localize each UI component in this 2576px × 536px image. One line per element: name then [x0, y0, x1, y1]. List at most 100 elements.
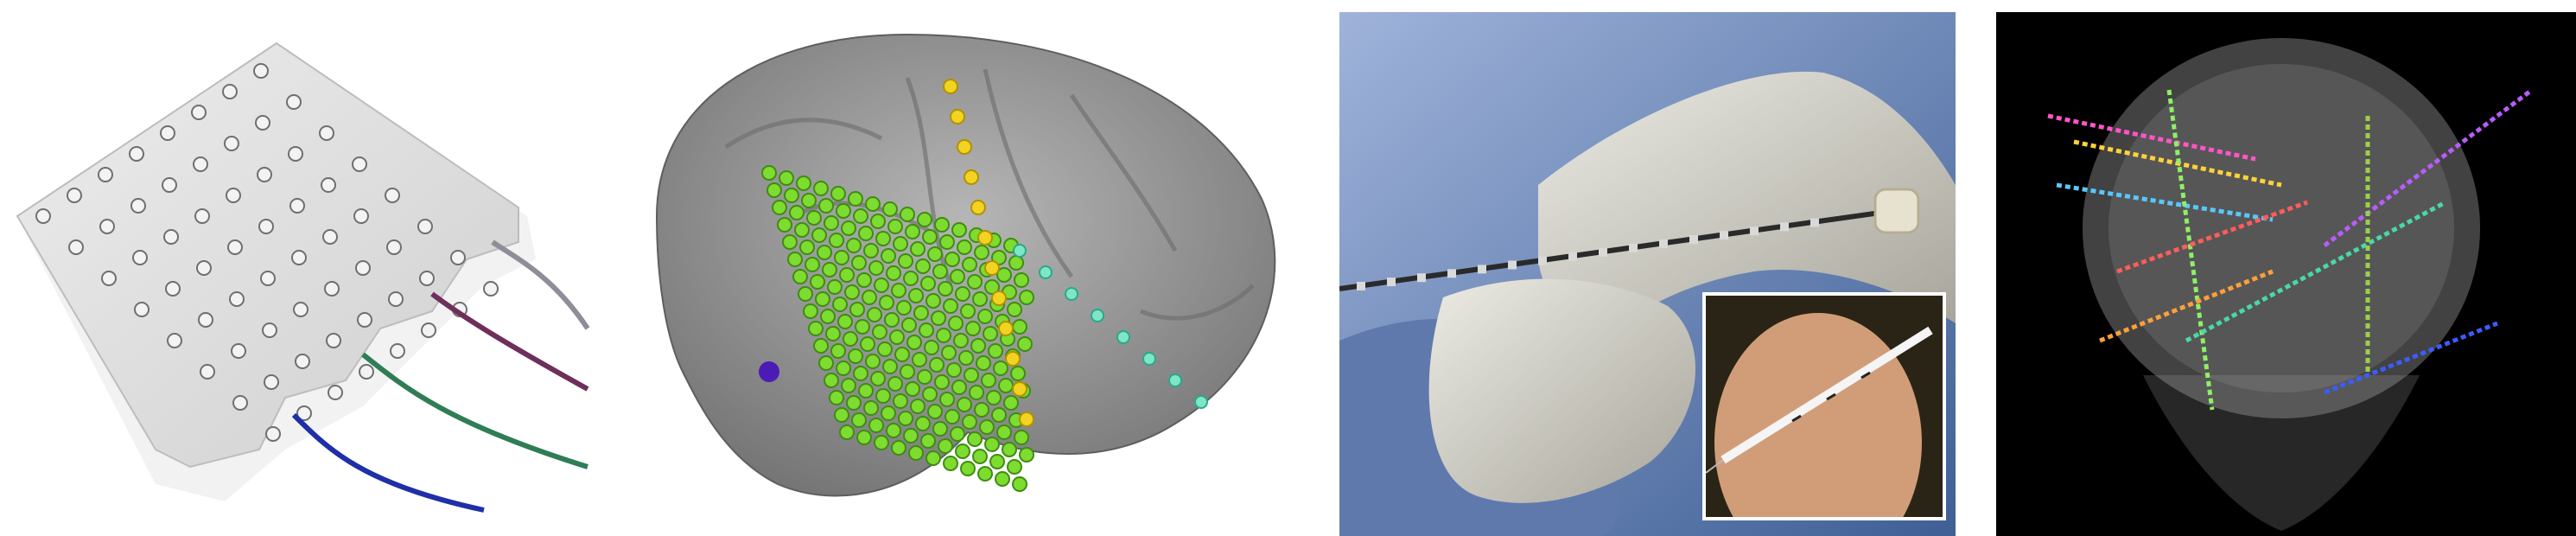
grid-contact-green	[815, 291, 830, 307]
grid-contact-green	[1012, 319, 1027, 335]
grid-contact-green	[1010, 366, 1026, 381]
contact-band	[1689, 235, 1698, 245]
wire-green	[361, 352, 588, 469]
seeg-lead	[2116, 200, 2308, 274]
brain-grid-contacts	[761, 165, 1034, 492]
grid-contact-green	[893, 236, 908, 252]
grid-contact-green	[984, 279, 1000, 295]
contact-band	[1750, 227, 1759, 236]
wire-gray	[491, 239, 590, 330]
grid-contact	[291, 250, 307, 265]
grid-contact-green	[825, 326, 841, 341]
grid-contact-green	[943, 456, 958, 471]
grid-contact-green	[843, 331, 858, 347]
grid-contact-green	[976, 355, 991, 371]
contact-band	[1568, 252, 1577, 261]
grid-contact	[262, 322, 277, 338]
grid-contact-green	[1017, 336, 1033, 352]
depth-contact-yellow	[964, 169, 979, 185]
grid-contact-green	[855, 319, 870, 335]
grid-contact-green	[848, 191, 863, 207]
contact-band	[1538, 256, 1547, 265]
contact-band	[1599, 247, 1607, 257]
grid-contact-green	[932, 421, 948, 437]
depth-contact-cyan	[1091, 309, 1104, 322]
seeg-lead	[2099, 269, 2274, 343]
depth-contact-yellow	[1012, 381, 1027, 397]
depth-contact-yellow	[991, 290, 1007, 306]
grid-contact-green	[874, 435, 889, 450]
xray-seeg-image	[1996, 12, 2576, 536]
grid-contact-green	[801, 193, 817, 208]
grid-contact-green	[946, 362, 962, 378]
grid-contact-green	[849, 302, 865, 317]
grid-contact-green	[910, 399, 925, 414]
grid-contact	[163, 229, 179, 245]
grid-contact-green	[908, 288, 924, 303]
grid-contact	[191, 105, 207, 120]
grid-contact-green	[836, 361, 851, 376]
grid-contact	[324, 281, 340, 297]
grid-contact-green	[981, 373, 996, 388]
grid-contact	[101, 271, 117, 286]
grid-contact-green	[908, 445, 924, 461]
grid-contact-green	[901, 317, 917, 333]
grid-contact-green	[853, 366, 868, 381]
subdural-grid-electrode-image	[0, 0, 605, 536]
grid-contact-green	[972, 449, 988, 464]
grid-contact-green	[858, 226, 874, 241]
grid-contact-green	[1019, 447, 1034, 463]
grid-contact	[160, 125, 175, 141]
grid-contact	[390, 343, 405, 359]
grid-contact	[289, 198, 305, 214]
grid-contact	[132, 250, 148, 265]
grid-contact-green	[879, 295, 894, 310]
grid-contact-green	[787, 252, 803, 267]
depth-contact-cyan	[1013, 244, 1027, 258]
grid-contact-green	[834, 407, 849, 423]
grid-contact	[232, 395, 248, 411]
grid-contact-green	[868, 260, 884, 276]
contact-band	[1508, 260, 1517, 270]
grid-contact-green	[951, 222, 967, 238]
grid-contact-green	[1008, 255, 1024, 271]
grid-contact-green	[939, 392, 955, 407]
grid-contact	[99, 219, 115, 234]
grid-contact	[227, 239, 243, 255]
grid-contact	[222, 84, 238, 99]
grid-contact-green	[970, 338, 986, 354]
grid-contact-green	[820, 309, 836, 324]
grid-contact-green	[851, 255, 867, 271]
depth-contact-yellow	[984, 260, 1000, 276]
grid-contact-green	[905, 381, 920, 397]
depth-contact-cyan	[1065, 287, 1078, 301]
grid-contact	[35, 208, 51, 224]
contact-band	[1387, 278, 1396, 287]
brain-electrode-map-image	[622, 0, 1313, 536]
grid-contact-green	[972, 291, 988, 307]
contact-band	[1780, 222, 1789, 232]
grid-contact-green	[906, 335, 922, 350]
grid-contact-green	[860, 336, 875, 352]
grid-contact	[264, 374, 279, 390]
grid-contact	[255, 115, 270, 131]
grid-contact-green	[806, 210, 822, 226]
grid-contact	[352, 156, 367, 172]
grid-contact-green	[920, 433, 936, 449]
grid-contact-green	[779, 170, 794, 186]
grid-contact	[98, 167, 113, 182]
grid-contact	[388, 291, 404, 307]
contact-band	[1810, 218, 1819, 227]
grid-contact-green	[960, 303, 976, 319]
grid-contact	[253, 63, 269, 79]
grid-contact-green	[1019, 290, 1034, 305]
grid-contact-green	[941, 345, 957, 361]
grid-contact-green	[858, 383, 874, 399]
grid-contact	[196, 260, 212, 276]
grid-contact-green	[882, 201, 898, 217]
grid-contact-green	[967, 274, 983, 290]
grid-contact-green	[761, 165, 777, 181]
grid-contact	[386, 239, 402, 255]
contact-band	[1357, 282, 1365, 290]
grid-contact-green	[998, 378, 1014, 393]
